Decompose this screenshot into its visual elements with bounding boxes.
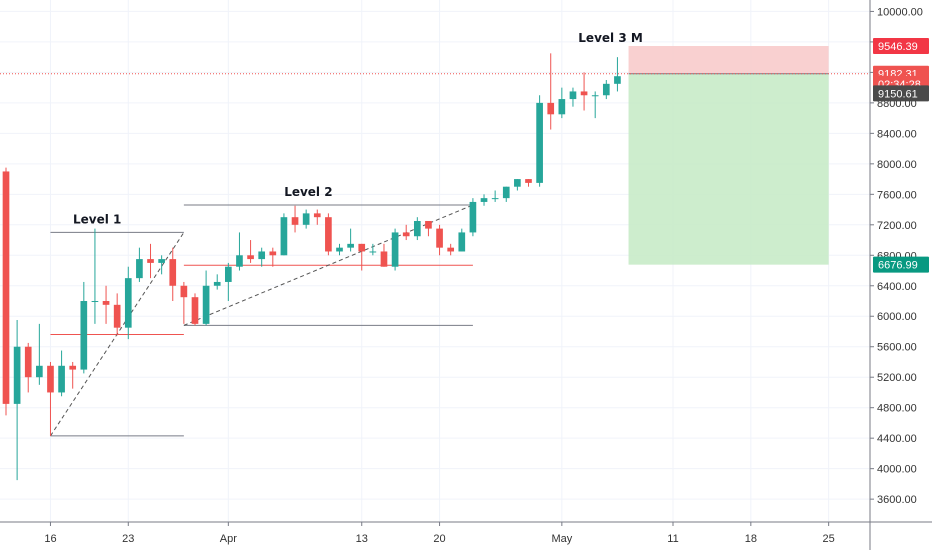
level-1-label: Level 1 <box>73 212 121 226</box>
y-tick-label: 8400.00 <box>877 128 917 140</box>
candle-body <box>469 201 477 233</box>
candle-body <box>313 213 321 218</box>
candle-body <box>213 281 221 286</box>
candle-body <box>491 198 499 200</box>
candle-body <box>602 83 610 96</box>
y-tick-label: 7200.00 <box>877 220 917 232</box>
candle-body <box>425 220 432 229</box>
y-tick-label: 3600.00 <box>877 494 917 506</box>
candle-body <box>247 255 254 260</box>
y-tick-label: 4800.00 <box>877 403 917 415</box>
candle-body <box>236 255 243 267</box>
x-tick-label: 16 <box>44 533 56 545</box>
x-tick-label: 18 <box>745 533 757 545</box>
candle-body <box>91 301 99 303</box>
candle-body <box>24 346 32 378</box>
candle-body <box>436 228 443 248</box>
y-tick-label: 7600.00 <box>877 189 917 201</box>
candle-body <box>458 232 466 252</box>
candle-body <box>347 243 354 248</box>
x-tick-label: May <box>551 533 572 545</box>
candle-body <box>47 365 54 393</box>
y-tick-label: 5600.00 <box>877 342 917 354</box>
candle-body <box>280 217 288 256</box>
candle-body <box>447 247 455 252</box>
candle-body <box>69 365 77 370</box>
candle-body <box>614 76 621 84</box>
candle-body <box>258 251 266 260</box>
price-tag <box>873 85 929 102</box>
candle-body <box>180 285 188 298</box>
stop-loss-zone <box>628 45 829 74</box>
candle-body <box>269 251 277 256</box>
level-2-label: Level 2 <box>284 185 332 199</box>
candle-body <box>13 346 21 404</box>
candle-body <box>536 102 543 183</box>
candle-body <box>358 243 366 252</box>
candle-body <box>225 266 232 282</box>
candle-body <box>525 179 532 183</box>
candle-body <box>380 251 388 267</box>
price-tag-label: 6676.99 <box>878 260 918 272</box>
candle-body <box>80 301 88 370</box>
price-tag-label: 9150.61 <box>878 88 918 100</box>
x-axis-ticks: 16 23 Apr 13 20 May 11 18 25 <box>44 522 835 545</box>
x-tick-label: Apr <box>220 533 237 545</box>
y-tick-label: 5200.00 <box>877 372 917 384</box>
x-tick-label: 11 <box>667 533 678 545</box>
y-tick-label: 6000.00 <box>877 311 917 323</box>
position-zones <box>628 45 829 265</box>
candle-body <box>147 259 154 263</box>
candle-body <box>102 301 110 305</box>
x-tick-label: 25 <box>823 533 835 545</box>
candle-body <box>514 179 521 187</box>
candle-body <box>580 91 588 96</box>
candle-body <box>336 247 343 252</box>
candle-body <box>302 213 310 225</box>
candle-body <box>113 304 121 328</box>
candle-body <box>136 259 143 279</box>
level-labels: Level 1 Level 2 Level 3 M <box>73 31 643 226</box>
candle-body <box>325 217 332 252</box>
candle-body <box>591 95 599 97</box>
y-tick-label: 6400.00 <box>877 281 917 293</box>
price-tag-label: 9546.39 <box>878 41 918 53</box>
candle-body <box>169 259 177 286</box>
candle-body <box>569 91 577 100</box>
y-tick-label: 10000.00 <box>877 6 923 18</box>
candle-body <box>391 232 399 267</box>
candle-body <box>36 365 43 378</box>
candle-body <box>124 278 132 328</box>
candle-body <box>558 99 566 115</box>
trend-line-2 <box>183 204 474 326</box>
candle-body <box>291 217 299 225</box>
y-tick-label: 8000.00 <box>877 159 917 171</box>
y-tick-label: 4400.00 <box>877 433 917 445</box>
x-tick-label: 13 <box>356 533 368 545</box>
candle-body <box>402 232 410 237</box>
candle-body <box>191 297 199 324</box>
candlesticks <box>2 53 621 481</box>
candle-body <box>158 259 165 263</box>
x-tick-label: 23 <box>122 533 134 545</box>
level-3-label: Level 3 M <box>578 31 643 45</box>
candle-body <box>480 198 488 202</box>
take-profit-zone <box>628 73 829 265</box>
candle-body <box>413 220 421 237</box>
price-tag <box>873 37 929 54</box>
candle-body <box>369 251 377 253</box>
price-tag <box>873 256 929 273</box>
candle-body <box>502 186 510 199</box>
y-tick-label: 4000.00 <box>877 464 917 476</box>
candle-body <box>2 171 10 404</box>
candle-body <box>202 285 210 324</box>
candle-body <box>547 102 555 115</box>
x-tick-label: 20 <box>433 533 445 545</box>
candle-body <box>58 365 65 393</box>
